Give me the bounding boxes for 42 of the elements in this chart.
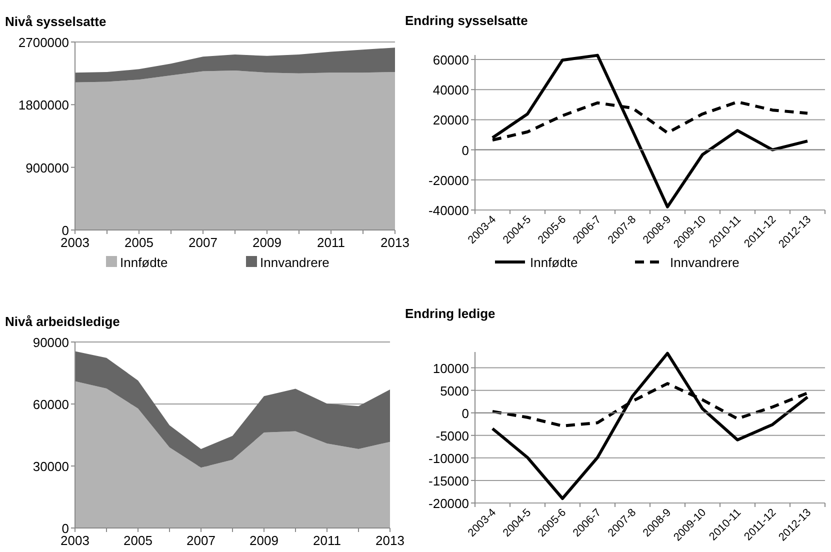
chart-title: Endring ledige (405, 306, 496, 321)
x-tick-label: 2007 (188, 235, 218, 250)
x-tick-label: 2007 (186, 533, 216, 548)
x-tick-label: 2013 (376, 533, 404, 548)
chart-title: Nivå sysselsatte (5, 14, 106, 29)
x-tick-label: 2003 (60, 235, 90, 250)
x-tick-label: 2013 (380, 235, 410, 250)
y-tick-label: 10000 (432, 360, 469, 376)
y-tick-label: 60000 (32, 397, 69, 412)
x-tick-label: 2005 (124, 235, 154, 250)
x-tick-label: 2003 (60, 533, 90, 548)
legend-label: Innvandrere (260, 255, 330, 270)
y-tick-label: 40000 (432, 82, 469, 98)
y-tick-label: -15000 (428, 473, 469, 488)
y-tick-label: -5000 (436, 428, 469, 444)
y-tick-label: -40000 (428, 203, 469, 218)
y-tick-label: 60000 (432, 52, 469, 68)
y-tick-label: 0 (62, 223, 69, 238)
x-tick-label: 2009 (252, 235, 282, 250)
chart-title: Endring sysselsatte (405, 13, 528, 28)
legend-label: Innfødte (530, 255, 578, 270)
x-tick-label: 2005 (124, 533, 152, 548)
y-tick-label: 900000 (26, 160, 69, 176)
x-tick-label: 2009 (250, 533, 278, 548)
y-tick-label: -10000 (428, 450, 469, 466)
y-tick-label: -20000 (428, 172, 469, 188)
x-tick-label: 2011 (313, 533, 341, 548)
y-tick-label: 30000 (32, 459, 69, 474)
y-tick-label: 5000 (440, 383, 469, 398)
line-series (491, 352, 809, 500)
legend-label: Innfødte (120, 255, 168, 270)
y-tick-label: 0 (462, 142, 469, 158)
y-tick-label: 20000 (432, 112, 469, 128)
y-tick-label: 90000 (32, 335, 69, 350)
y-tick-label: 0 (62, 521, 69, 536)
y-tick-label: -20000 (428, 496, 469, 511)
legend-label: Innvandrere (670, 255, 740, 270)
x-tick-label: 2011 (317, 235, 345, 250)
y-tick-label: 1800000 (18, 98, 69, 113)
y-tick-label: 2700000 (18, 35, 69, 50)
chart-title: Nivå arbeidsledige (5, 314, 120, 329)
y-tick-label: 0 (462, 406, 469, 421)
